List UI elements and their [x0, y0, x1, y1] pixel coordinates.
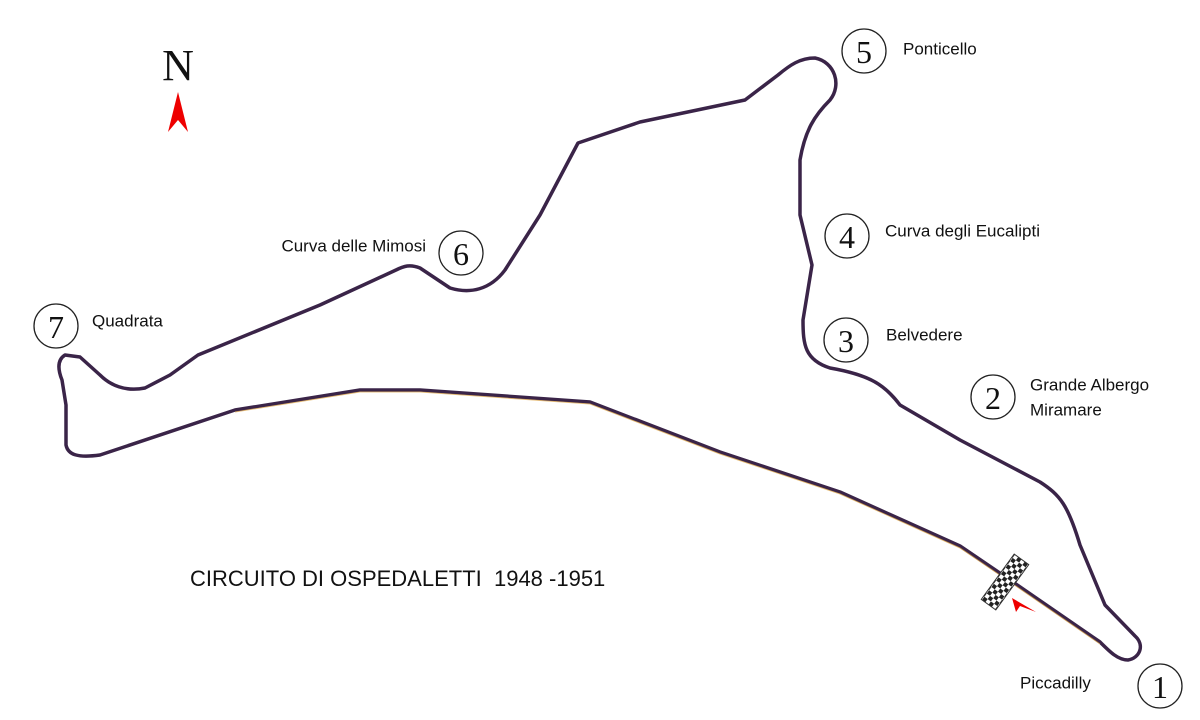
- corner-number: 5: [856, 34, 872, 70]
- corner-number: 7: [48, 309, 64, 345]
- corner-circle: [824, 213, 870, 259]
- corner-name: Ponticello: [903, 39, 977, 58]
- corner-circle: [970, 374, 1016, 420]
- corner-number: 4: [839, 219, 855, 255]
- corner-name: Grande Albergo: [1030, 375, 1149, 394]
- straight-highlight: [234, 391, 1101, 645]
- corner-name: Quadrata: [92, 311, 163, 330]
- corner-circle: [841, 28, 887, 74]
- corner-name: Curva delle Mimosi: [281, 236, 426, 255]
- corner-circle: [438, 230, 484, 276]
- corner-number: 2: [985, 380, 1001, 416]
- corner-name: Curva degli Eucalipti: [885, 221, 1040, 240]
- corner-number: 3: [838, 323, 854, 359]
- direction-arrow: [1012, 598, 1036, 612]
- compass-arrow: [168, 92, 188, 132]
- corner-number: 6: [453, 236, 469, 272]
- corner-circle: [1137, 663, 1183, 709]
- corner-number: 1: [1152, 669, 1168, 705]
- start-finish-line: [980, 553, 1030, 611]
- corner-name: Belvedere: [886, 325, 963, 344]
- track: [57, 56, 1143, 662]
- corner-circle: [823, 317, 869, 363]
- map-title: CIRCUITO DI OSPEDALETTI 1948 -1951: [190, 566, 605, 591]
- corner-name: Miramare: [1030, 400, 1102, 419]
- corner-name: Piccadilly: [1020, 673, 1091, 692]
- compass-letter: N: [162, 41, 194, 90]
- corner-circle: [33, 303, 79, 349]
